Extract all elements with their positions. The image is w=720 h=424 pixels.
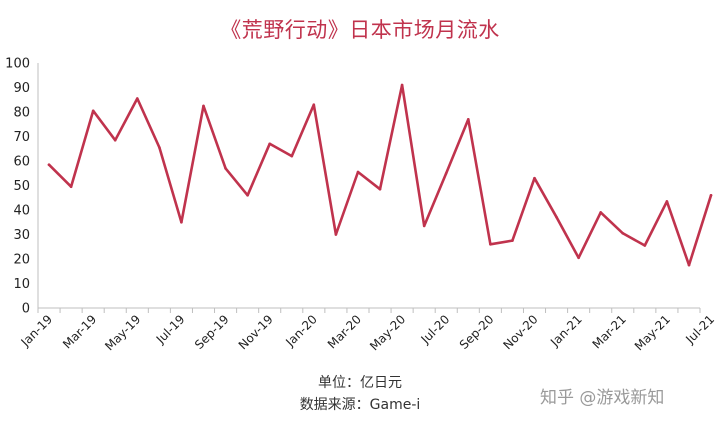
- data-point: [400, 83, 404, 87]
- data-point: [312, 103, 316, 106]
- y-tick-label: 0: [22, 302, 30, 317]
- data-points: [47, 83, 713, 267]
- x-axis-labels: Jan-19 Mar-19 May-19 Jul-19 Sep-19 Nov-19 Jan-…: [18, 312, 718, 353]
- data-point: [180, 221, 183, 224]
- x-tick-label: Nov-19: [236, 312, 276, 352]
- data-point: [422, 224, 426, 228]
- y-tick-label: 80: [13, 106, 30, 121]
- data-point: [555, 216, 558, 219]
- x-tick-label: May-19: [102, 312, 143, 353]
- x-tick-label: Mar-19: [60, 312, 99, 351]
- data-point: [709, 194, 713, 197]
- data-point: [533, 176, 536, 180]
- x-tick-label: Jan-21: [547, 312, 585, 350]
- x-tick-label: Mar-21: [590, 312, 629, 351]
- data-point: [643, 244, 647, 247]
- data-point: [665, 200, 669, 203]
- data-point: [467, 118, 470, 121]
- data-point: [356, 170, 360, 174]
- data-point: [91, 109, 95, 113]
- data-point: [158, 146, 161, 149]
- x-tick-label: Jan-19: [18, 312, 56, 350]
- x-axis-ticks: [37, 308, 701, 313]
- data-point: [599, 211, 602, 214]
- unit-note: 单位：亿日元: [318, 375, 402, 391]
- y-tick-label: 20: [13, 253, 30, 268]
- data-point: [290, 154, 294, 158]
- data-point: [224, 167, 227, 170]
- data-point: [334, 233, 338, 236]
- source-note: 数据来源：Game-i: [299, 397, 421, 413]
- x-tick-label: May-20: [367, 312, 408, 353]
- x-tick-label: Jan-20: [282, 312, 320, 350]
- y-tick-label: 60: [13, 155, 30, 170]
- y-tick-label: 40: [13, 204, 30, 219]
- data-point: [47, 163, 51, 166]
- x-tick-label: Nov-20: [501, 312, 541, 352]
- x-tick-label: Sep-20: [457, 312, 497, 352]
- data-point: [268, 142, 272, 146]
- data-point: [246, 194, 249, 197]
- data-point: [202, 104, 205, 108]
- x-tick-label: May-21: [632, 312, 673, 353]
- data-point: [136, 97, 139, 100]
- watermark: 知乎 @游戏新知: [540, 388, 665, 408]
- y-tick-label: 50: [13, 179, 30, 194]
- data-point: [511, 239, 514, 242]
- data-point: [69, 185, 73, 188]
- x-tick-label: Jul-20: [418, 312, 453, 347]
- y-tick-label: 70: [13, 130, 30, 145]
- series-line: [47, 83, 713, 267]
- chart-title: 《荒野行动》日本市场月流水: [220, 18, 500, 42]
- x-tick-label: Sep-19: [192, 312, 232, 352]
- data-point: [444, 172, 448, 175]
- y-tick-label: 10: [13, 277, 30, 292]
- x-tick-label: Mar-20: [325, 312, 364, 351]
- y-tick-label: 100: [5, 57, 30, 72]
- data-point: [113, 138, 117, 142]
- data-point: [577, 256, 580, 260]
- x-tick-label: Jul-19: [153, 312, 188, 347]
- data-point: [687, 263, 691, 267]
- x-tick-label: Jul-21: [682, 312, 717, 347]
- data-point: [489, 243, 492, 246]
- y-tick-label: 30: [13, 228, 30, 243]
- y-axis-labels: 0 10 20 30 40 50 60 70 80 90 100: [5, 57, 30, 317]
- data-point: [621, 232, 625, 235]
- y-tick-label: 90: [13, 81, 30, 96]
- data-point: [378, 187, 382, 191]
